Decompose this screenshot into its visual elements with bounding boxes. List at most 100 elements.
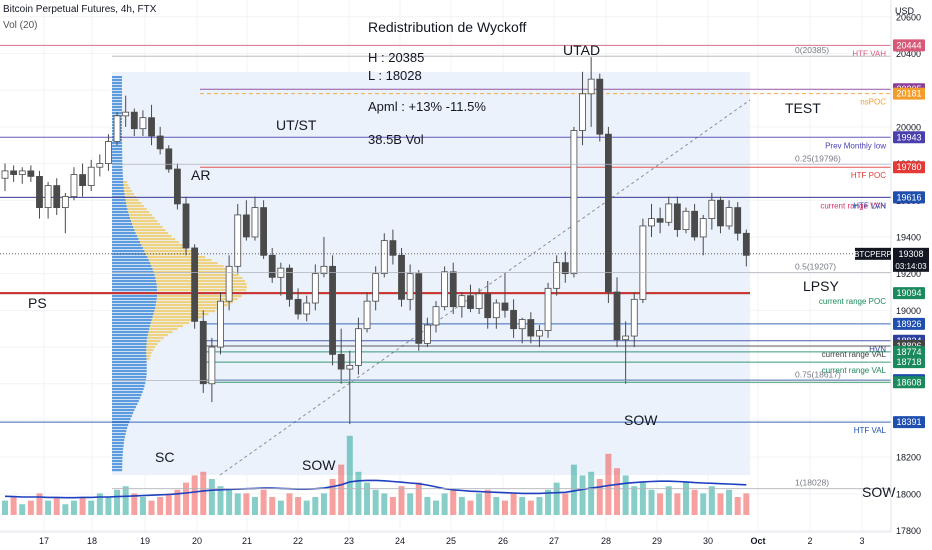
volume-bar xyxy=(88,500,95,515)
y-tick-label: 19000 xyxy=(896,306,921,316)
profile-bar xyxy=(112,373,147,376)
price-level-label: nsPOC xyxy=(860,98,886,107)
profile-bar xyxy=(156,286,247,289)
candle-body xyxy=(484,293,492,319)
annotation-low: L : 18028 xyxy=(368,68,422,83)
price-badge-text: 19094 xyxy=(896,288,921,298)
last-price-badge: BTCPERP 19308 03:14:03 xyxy=(0,247,929,272)
annotation-high: H : 20385 xyxy=(368,50,424,65)
volume-bar xyxy=(708,486,715,515)
profile-bar xyxy=(112,469,123,472)
profile-bar xyxy=(112,208,128,211)
volume-bar xyxy=(545,489,552,515)
volume-bar xyxy=(45,500,52,515)
volume-bar xyxy=(208,479,215,515)
profile-bar xyxy=(112,253,146,256)
profile-bar xyxy=(112,433,126,436)
profile-bar xyxy=(112,439,125,442)
profile-bar xyxy=(112,94,122,97)
candle-body xyxy=(87,166,95,186)
volume-bar xyxy=(165,493,172,515)
y-tick-label: 19400 xyxy=(896,232,921,242)
profile-bar xyxy=(112,235,138,238)
symbol-header[interactable]: Bitcoin Perpetual Futures, 4h, FTX xyxy=(3,4,157,15)
profile-bar xyxy=(134,229,166,232)
profile-bar xyxy=(112,352,147,355)
volume-bar xyxy=(19,504,26,515)
volume-bar xyxy=(407,493,414,515)
candle-body xyxy=(191,247,199,322)
profile-bar xyxy=(112,340,147,343)
profile-bar xyxy=(124,190,132,193)
profile-bar xyxy=(112,364,147,367)
volume-bar xyxy=(114,489,121,515)
price-badge-text: 18718 xyxy=(896,357,921,367)
volume-indicator-label[interactable]: Vol (20) xyxy=(3,20,38,31)
profile-bar xyxy=(112,166,123,169)
volume-bar xyxy=(131,493,138,515)
volume-bar xyxy=(320,493,327,515)
profile-bar xyxy=(112,406,136,409)
candle-body xyxy=(691,210,698,238)
volume-bar xyxy=(614,468,621,515)
candle-body xyxy=(234,214,242,267)
x-tick-label: 30 xyxy=(703,536,713,546)
volume-bar xyxy=(148,500,155,515)
profile-bar xyxy=(112,370,147,373)
candle-body xyxy=(682,210,690,231)
volume-bar xyxy=(743,493,750,515)
annotation-volume: 38.5B Vol xyxy=(368,132,424,147)
price-level-label: current range VAL xyxy=(822,366,887,375)
profile-bar xyxy=(129,214,153,217)
profile-bar xyxy=(112,154,123,157)
profile-bar xyxy=(112,355,147,358)
profile-bar xyxy=(149,325,183,328)
volume-bar xyxy=(536,497,543,515)
volume-bar xyxy=(27,500,34,515)
profile-bar xyxy=(146,358,150,361)
profile-bar xyxy=(112,211,129,214)
candle-body xyxy=(380,240,388,275)
profile-bar xyxy=(112,442,124,445)
candle-body xyxy=(199,320,207,385)
volume-bar xyxy=(70,500,77,515)
profile-bar xyxy=(112,391,143,394)
candle-body xyxy=(113,115,121,142)
profile-bar xyxy=(112,160,123,163)
volume-bar xyxy=(381,493,388,515)
profile-bar xyxy=(112,298,157,301)
candle-body xyxy=(605,133,612,293)
volume-bar xyxy=(234,493,241,515)
phase-label-sow: SOW xyxy=(624,412,658,428)
profile-bar xyxy=(112,325,150,328)
price-level-label: HTF POC xyxy=(851,171,886,180)
profile-bar xyxy=(112,295,157,298)
time-axis[interactable]: 17 18 19 20 21 22 23 24 25 26 27 28 29 30 Oct 2 3 xyxy=(39,536,865,546)
x-tick-label: 27 xyxy=(549,536,559,546)
price-level-label: HTF LVN xyxy=(853,201,886,210)
candle-body xyxy=(725,207,733,227)
fib-label: 1(18028) xyxy=(795,478,829,488)
candle-body xyxy=(320,265,328,275)
volume-bar xyxy=(458,497,465,515)
volume-bar xyxy=(433,500,439,515)
profile-bar xyxy=(112,337,148,340)
candle-body xyxy=(467,295,474,309)
volume-bar xyxy=(62,504,69,515)
profile-bar xyxy=(112,463,123,466)
volume-bar xyxy=(122,486,129,515)
candle-body xyxy=(449,271,457,308)
volume-bar xyxy=(355,471,362,515)
volume-bar xyxy=(105,497,112,515)
volume-bar xyxy=(553,482,560,515)
candle-body xyxy=(53,185,61,208)
candle-body xyxy=(544,287,552,331)
volume-bar xyxy=(639,482,646,515)
price-level-label: current range VAL xyxy=(822,350,887,359)
price-badge xyxy=(893,39,925,52)
candle-body xyxy=(432,306,440,326)
candle-body xyxy=(311,273,319,304)
price-badge xyxy=(893,87,925,100)
volume-bar xyxy=(96,493,103,515)
